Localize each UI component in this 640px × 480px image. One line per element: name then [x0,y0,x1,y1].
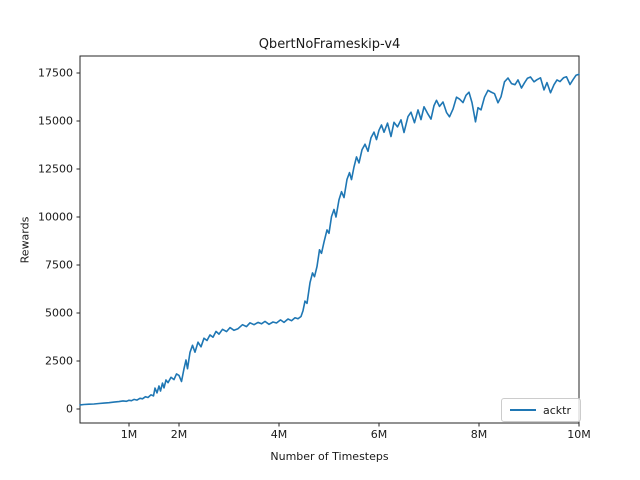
y-tick-label: 2500 [45,355,73,368]
x-tick-label: 6M [371,428,388,441]
axes-frame [79,55,580,424]
y-tick-label: 12500 [38,162,73,175]
x-tick-label: 10M [567,428,591,441]
series-line-acktr [79,73,580,406]
x-tick-label: 1M [121,428,138,441]
x-tick-label: 8M [471,428,488,441]
y-tick-label: 5000 [45,306,73,319]
y-tick-label: 10000 [38,210,73,223]
x-tick-label: 4M [271,428,288,441]
legend-box: acktr [501,398,581,422]
y-tick-label: 7500 [45,258,73,271]
x-axis-label: Number of Timesteps [270,450,389,463]
legend-series-label: acktr [543,403,571,417]
y-tick-label: 15000 [38,114,73,127]
x-tick-label: 2M [171,428,188,441]
y-axis-label: Rewards [18,216,32,264]
y-tick-label: 0 [66,403,73,416]
legend-line-sample-icon [510,409,536,411]
chart-title: QbertNoFrameskip-v4 [258,37,401,52]
y-tick-label: 17500 [38,66,73,79]
